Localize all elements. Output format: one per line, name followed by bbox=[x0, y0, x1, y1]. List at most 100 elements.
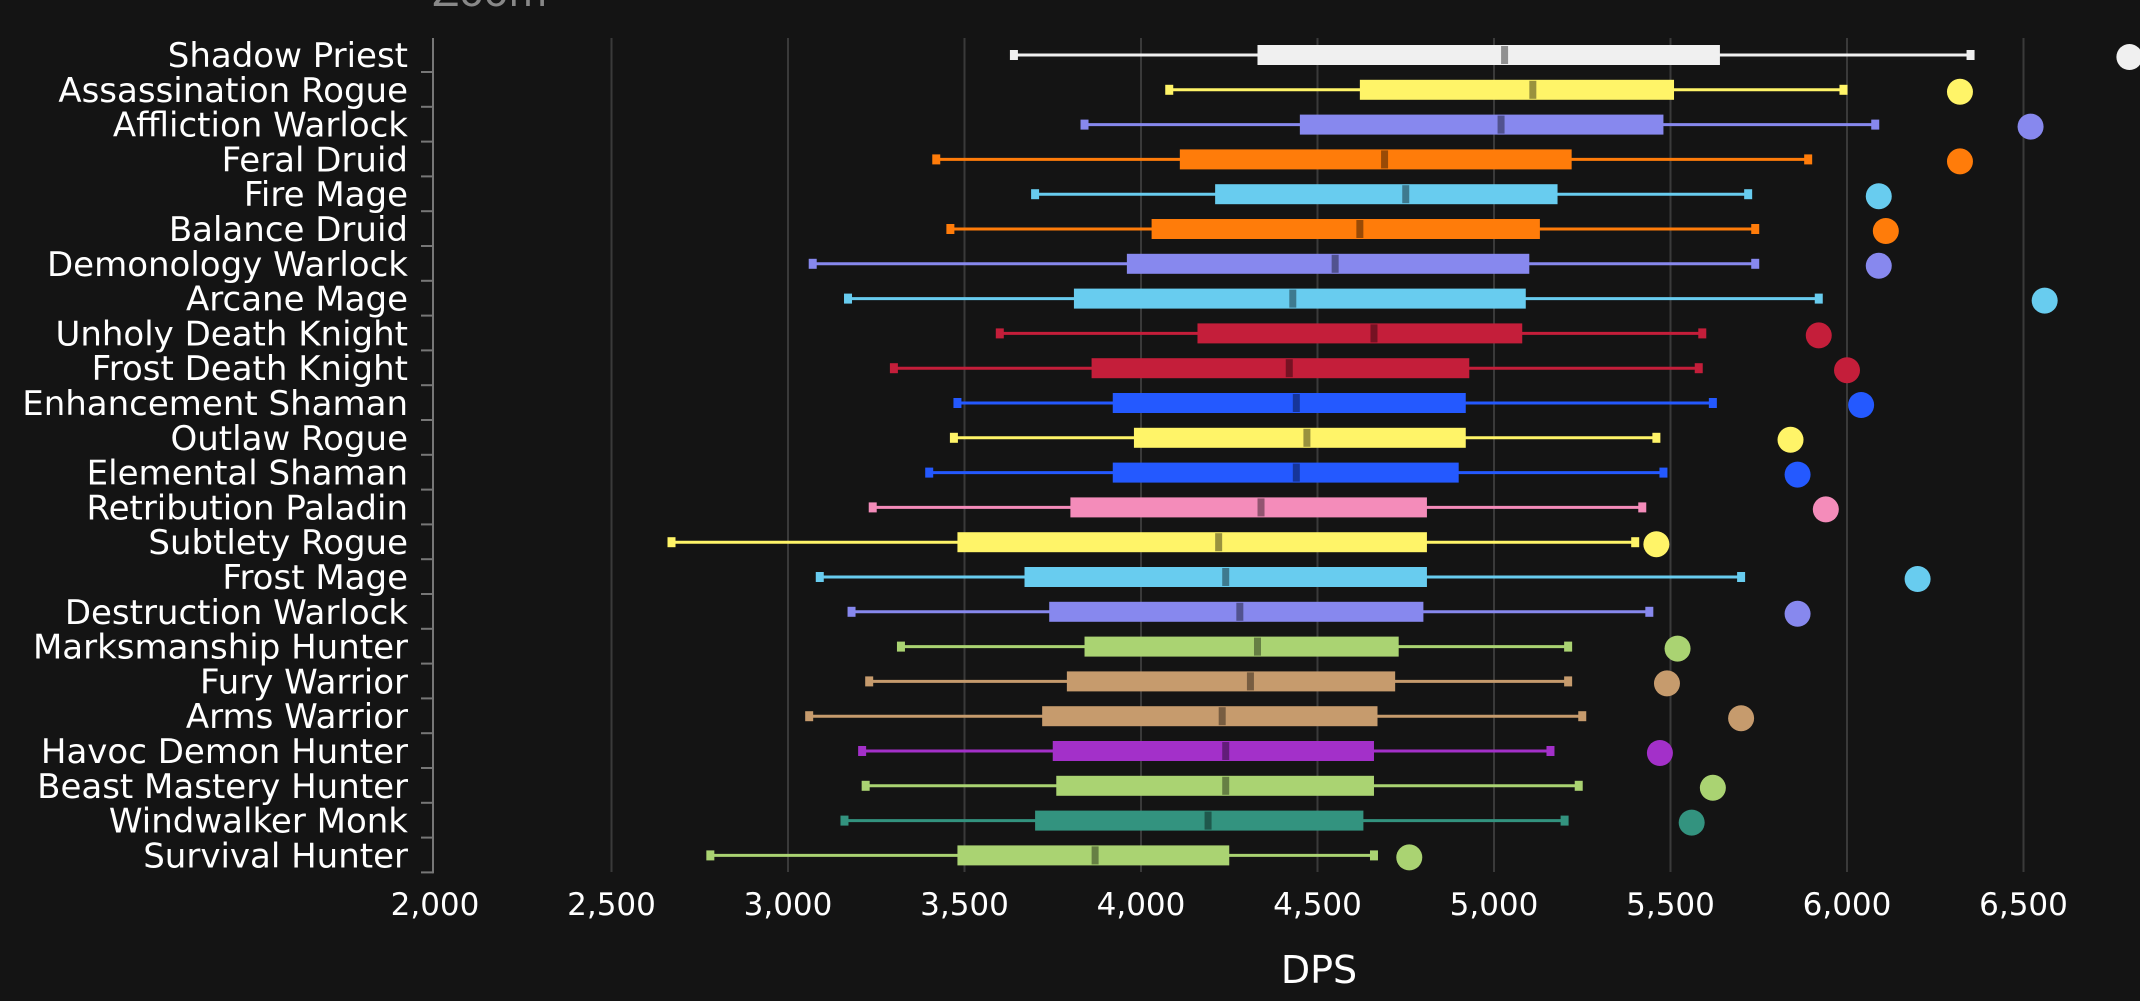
category-label: Unholy Death Knight bbox=[55, 314, 408, 354]
iqr-box bbox=[1073, 288, 1526, 309]
category-label: Retribution Paladin bbox=[86, 488, 408, 528]
box-row: Arcane Mage bbox=[186, 280, 2058, 320]
iqr-box bbox=[1049, 601, 1424, 622]
top-clipped-text: Zoom bbox=[432, 0, 547, 16]
category-label: Elemental Shaman bbox=[87, 454, 408, 494]
outlier-dot bbox=[1728, 705, 1755, 732]
whisker-min-cap bbox=[861, 780, 870, 791]
whisker-max-cap bbox=[1560, 815, 1569, 826]
median-mark bbox=[1303, 428, 1311, 447]
whisker-max-cap bbox=[1659, 467, 1668, 478]
category-label: Frost Mage bbox=[222, 558, 408, 598]
box-row: Windwalker Monk bbox=[109, 802, 1705, 842]
box-row: Subtlety Rogue bbox=[148, 523, 1670, 563]
category-label: Havoc Demon Hunter bbox=[41, 732, 408, 772]
iqr-box bbox=[1066, 671, 1396, 692]
iqr-box bbox=[1052, 741, 1374, 761]
y-axis bbox=[421, 38, 434, 874]
category-label: Windwalker Monk bbox=[109, 802, 408, 842]
box-row: Unholy Death Knight bbox=[55, 314, 1832, 354]
iqr-box bbox=[1151, 219, 1540, 239]
whisker-min-cap bbox=[896, 641, 905, 652]
category-label: Survival Hunter bbox=[143, 836, 408, 876]
whisker-max-cap bbox=[1694, 363, 1703, 374]
median-mark bbox=[1292, 463, 1300, 482]
outlier-dot bbox=[1848, 392, 1875, 418]
iqr-box bbox=[1042, 706, 1378, 727]
whisker-max-cap bbox=[1564, 676, 1573, 687]
iqr-box bbox=[1070, 497, 1427, 518]
category-label: Frost Death Knight bbox=[92, 349, 408, 389]
outlier-dot bbox=[1777, 426, 1804, 453]
median-mark bbox=[1289, 289, 1297, 308]
median-mark bbox=[1285, 359, 1293, 378]
category-label: Enhancement Shaman bbox=[22, 384, 408, 424]
x-tick-label: 6,500 bbox=[1979, 887, 2068, 923]
median-mark bbox=[1257, 498, 1265, 517]
median-mark bbox=[1236, 602, 1244, 621]
box-row: Retribution Paladin bbox=[86, 488, 1839, 528]
outlier-dot bbox=[2116, 44, 2140, 70]
median-mark bbox=[1222, 776, 1230, 795]
median-mark bbox=[1091, 846, 1099, 865]
outlier-dot bbox=[1805, 322, 1832, 349]
outlier-dot bbox=[1904, 566, 1931, 592]
iqr-box bbox=[1257, 45, 1720, 65]
iqr-box bbox=[1126, 253, 1530, 274]
box-row: Frost Death Knight bbox=[92, 349, 1860, 389]
box-row: Outlaw Rogue bbox=[171, 419, 1804, 459]
iqr-box bbox=[1112, 393, 1466, 413]
whisker-max-cap bbox=[1638, 502, 1647, 513]
whisker-max-cap bbox=[1631, 537, 1640, 548]
outlier-dot bbox=[1643, 531, 1670, 558]
whisker-min-cap bbox=[932, 154, 941, 165]
median-mark bbox=[1370, 324, 1378, 343]
x-tick-label: 2,000 bbox=[391, 887, 480, 923]
outlier-dot bbox=[1664, 635, 1691, 662]
outlier-dot bbox=[1834, 357, 1860, 384]
whisker-max-cap bbox=[1574, 780, 1583, 791]
whisker-min-cap bbox=[858, 746, 867, 756]
box-row: Enhancement Shaman bbox=[22, 384, 1875, 424]
category-label: Destruction Warlock bbox=[65, 593, 408, 633]
median-mark bbox=[1292, 394, 1300, 412]
median-mark bbox=[1402, 185, 1410, 204]
outlier-dot bbox=[2017, 113, 2044, 140]
whisker-min-cap bbox=[868, 502, 877, 513]
median-mark bbox=[1253, 637, 1261, 656]
median-mark bbox=[1218, 707, 1226, 726]
box-row: Marksmanship Hunter bbox=[33, 628, 1691, 668]
category-label: Affliction Warlock bbox=[113, 106, 408, 146]
median-mark bbox=[1222, 568, 1230, 586]
box-row: Feral Druid bbox=[222, 140, 1973, 180]
whisker-min-cap bbox=[1165, 84, 1174, 95]
iqr-box bbox=[1197, 323, 1523, 344]
median-mark bbox=[1331, 254, 1339, 273]
outlier-dot bbox=[1946, 148, 1973, 175]
median-mark bbox=[1204, 811, 1212, 830]
whisker-min-cap bbox=[865, 676, 874, 687]
whisker-min-cap bbox=[949, 432, 958, 443]
median-mark bbox=[1501, 46, 1509, 64]
x-tick-label: 3,000 bbox=[744, 887, 833, 923]
category-label: Arms Warrior bbox=[186, 697, 408, 737]
box-row: Balance Druid bbox=[169, 210, 1899, 250]
box-row: Survival Hunter bbox=[143, 836, 1423, 876]
whisker-min-cap bbox=[706, 850, 715, 861]
whisker-min-cap bbox=[1031, 189, 1040, 200]
whisker-min-cap bbox=[889, 363, 898, 374]
x-tick-label: 5,000 bbox=[1450, 887, 1539, 923]
outlier-dot bbox=[1784, 461, 1811, 488]
whisker-min-cap bbox=[995, 328, 1004, 339]
x-tick-label: 2,500 bbox=[567, 887, 656, 923]
whisker-max-cap bbox=[1804, 154, 1813, 165]
median-mark bbox=[1381, 150, 1389, 169]
whisker-max-cap bbox=[1564, 641, 1573, 652]
box-row: Demonology Warlock bbox=[47, 245, 1892, 285]
median-mark bbox=[1356, 220, 1364, 238]
outlier-dot bbox=[1396, 844, 1423, 871]
whisker-max-cap bbox=[1698, 328, 1707, 339]
whisker-min-cap bbox=[925, 467, 934, 478]
median-mark bbox=[1215, 533, 1223, 552]
